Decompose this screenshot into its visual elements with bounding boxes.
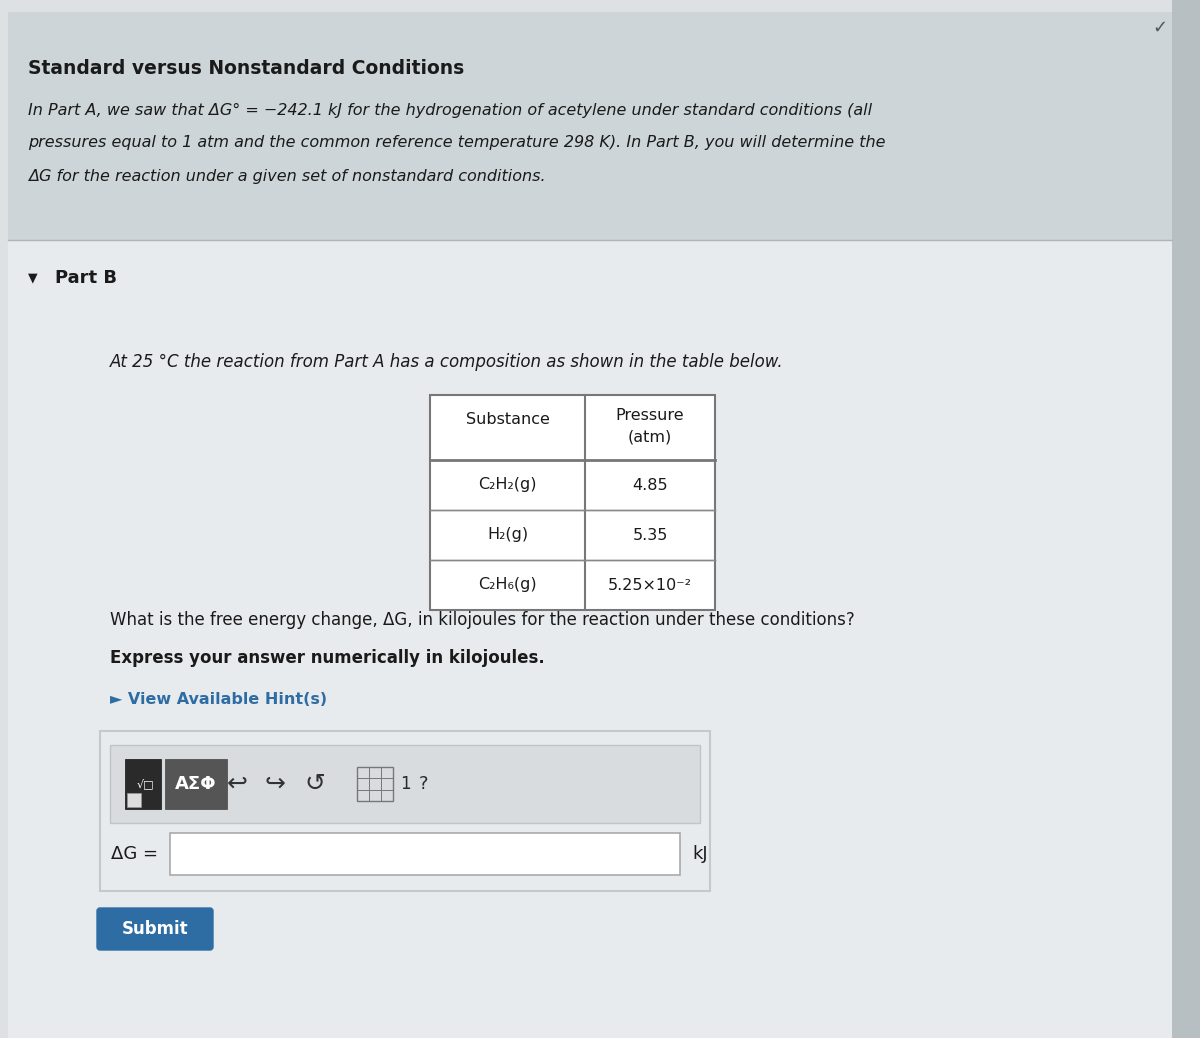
Text: ΔG for the reaction under a given set of nonstandard conditions.: ΔG for the reaction under a given set of…	[28, 168, 546, 184]
Bar	[8, 240, 1172, 1038]
Text: Pressure: Pressure	[616, 408, 684, 422]
Text: Express your answer numerically in kilojoules.: Express your answer numerically in kiloj…	[110, 649, 545, 667]
Text: Part B: Part B	[55, 269, 118, 286]
Text: kJ: kJ	[692, 845, 708, 863]
Text: ✓: ✓	[1152, 19, 1168, 37]
Bar	[100, 731, 710, 891]
Text: 5.25×10⁻²: 5.25×10⁻²	[608, 577, 692, 593]
Bar	[166, 759, 227, 809]
Bar	[1172, 0, 1200, 1038]
Text: At 25 °C the reaction from Part A has a composition as shown in the table below.: At 25 °C the reaction from Part A has a …	[110, 353, 784, 371]
Text: √□: √□	[136, 778, 154, 789]
Text: ▼: ▼	[28, 272, 37, 284]
Text: 1: 1	[400, 775, 410, 793]
Text: ΑΣΦ: ΑΣΦ	[175, 775, 217, 793]
Text: (atm): (atm)	[628, 430, 672, 444]
Bar	[110, 745, 700, 823]
FancyBboxPatch shape	[97, 908, 214, 950]
Bar	[125, 759, 161, 809]
Text: ► View Available Hint(s): ► View Available Hint(s)	[110, 692, 328, 708]
Text: ↩: ↩	[227, 772, 247, 796]
Text: H₂(g): H₂(g)	[487, 527, 528, 543]
Text: Substance: Substance	[466, 412, 550, 428]
Bar	[430, 395, 715, 610]
Bar	[358, 767, 394, 801]
Bar	[170, 834, 680, 875]
Text: What is the free energy change, ΔG, in kilojoules for the reaction under these c: What is the free energy change, ΔG, in k…	[110, 611, 854, 629]
Text: C₂H₂(g): C₂H₂(g)	[479, 477, 536, 492]
Text: ΔG =: ΔG =	[112, 845, 158, 863]
Bar	[8, 12, 1172, 240]
Text: In Part A, we saw that ΔG° = −242.1 kJ for the hydrogenation of acetylene under : In Part A, we saw that ΔG° = −242.1 kJ f…	[28, 103, 872, 117]
Text: C₂H₆(g): C₂H₆(g)	[478, 577, 536, 593]
Text: Standard versus Nonstandard Conditions: Standard versus Nonstandard Conditions	[28, 58, 464, 78]
Bar	[127, 793, 142, 807]
Text: pressures equal to 1 atm and the common reference temperature 298 K). In Part B,: pressures equal to 1 atm and the common …	[28, 136, 886, 151]
Text: ↺: ↺	[305, 772, 325, 796]
Text: 4.85: 4.85	[632, 477, 668, 492]
Text: ↪: ↪	[264, 772, 286, 796]
Text: Submit: Submit	[121, 920, 188, 938]
Text: 5.35: 5.35	[632, 527, 667, 543]
Text: ?: ?	[419, 775, 427, 793]
